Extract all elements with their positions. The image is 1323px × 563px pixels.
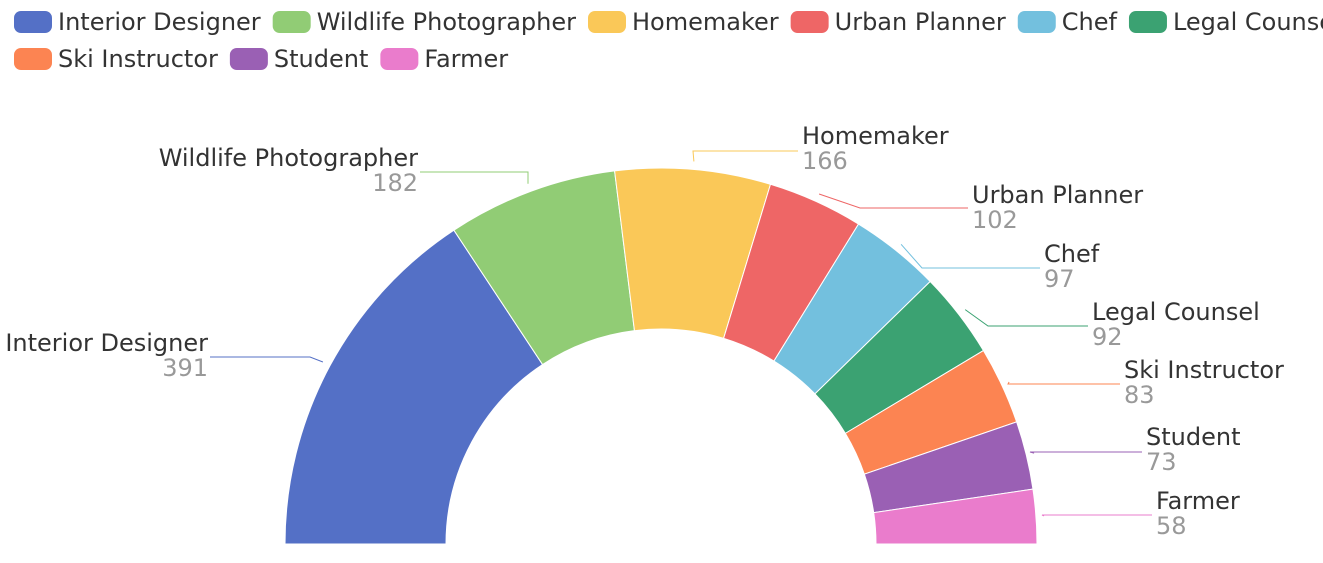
legend-item-chef[interactable]: Chef bbox=[1017, 8, 1118, 36]
slice-name-label: Interior Designer bbox=[5, 329, 208, 357]
slice-name-label: Student bbox=[1146, 423, 1240, 451]
legend-item-ski-instructor[interactable]: Ski Instructor bbox=[14, 45, 218, 73]
slice-farmer[interactable] bbox=[873, 488, 1038, 545]
leader-line bbox=[692, 150, 798, 162]
legend-swatch bbox=[229, 48, 268, 70]
legend-label: Urban Planner bbox=[835, 8, 1006, 36]
legend-swatch bbox=[14, 48, 52, 70]
legend-swatch bbox=[1128, 11, 1167, 33]
slice-name-label: Urban Planner bbox=[972, 181, 1143, 209]
legend-item-farmer[interactable]: Farmer bbox=[380, 45, 508, 73]
slice-name-label: Farmer bbox=[1156, 487, 1240, 515]
slice-name-label: Homemaker bbox=[802, 122, 949, 150]
slice-name-label: Legal Counsel bbox=[1092, 298, 1260, 326]
legend-label: Farmer bbox=[424, 45, 508, 73]
legend-item-legal-counsel[interactable]: Legal Counsel bbox=[1128, 8, 1323, 36]
slice-interior-designer[interactable] bbox=[284, 229, 544, 545]
legend-swatch bbox=[14, 11, 52, 33]
slice-value-label: 102 bbox=[972, 206, 1018, 234]
legend-label: Chef bbox=[1062, 8, 1118, 36]
legend-swatch bbox=[790, 11, 829, 33]
leader-line bbox=[420, 171, 529, 184]
slice-value-label: 391 bbox=[162, 354, 208, 382]
slice-value-label: 58 bbox=[1156, 512, 1187, 540]
legend-item-urban-planner[interactable]: Urban Planner bbox=[790, 8, 1006, 36]
slice-value-label: 83 bbox=[1124, 381, 1155, 409]
pie-slices bbox=[284, 167, 1038, 545]
legend-label: Wildlife Photographer bbox=[317, 8, 576, 36]
leader-line bbox=[964, 309, 1088, 327]
slice-value-label: 92 bbox=[1092, 323, 1123, 351]
legend-swatch bbox=[1017, 11, 1056, 33]
leader-line bbox=[818, 193, 968, 209]
legend-item-wildlife-photographer[interactable]: Wildlife Photographer bbox=[272, 8, 576, 36]
legend-label: Homemaker bbox=[632, 8, 779, 36]
slice-name-label: Chef bbox=[1044, 240, 1100, 268]
slice-value-label: 182 bbox=[372, 169, 418, 197]
slice-value-label: 166 bbox=[802, 147, 848, 175]
leader-line bbox=[1007, 381, 1120, 385]
leader-line bbox=[900, 243, 1040, 269]
legend-swatch bbox=[272, 11, 311, 33]
slice-name-label: Wildlife Photographer bbox=[159, 144, 418, 172]
legend-swatch bbox=[588, 11, 626, 33]
legend-item-homemaker[interactable]: Homemaker bbox=[588, 8, 779, 36]
leader-line bbox=[1029, 451, 1142, 454]
legend-label: Interior Designer bbox=[58, 8, 261, 36]
legend-label: Legal Counsel bbox=[1173, 8, 1323, 36]
slice-value-label: 97 bbox=[1044, 265, 1075, 293]
legend-item-student[interactable]: Student bbox=[229, 45, 368, 73]
legend-label: Student bbox=[274, 45, 368, 73]
slice-name-label: Ski Instructor bbox=[1124, 356, 1284, 384]
legend-label: Ski Instructor bbox=[58, 45, 218, 73]
slice-value-label: 73 bbox=[1146, 448, 1177, 476]
legend-item-interior-designer[interactable]: Interior Designer bbox=[14, 8, 261, 36]
leader-line bbox=[1041, 514, 1152, 517]
legend: Interior Designer Wildlife Photographer Ho… bbox=[14, 8, 1323, 73]
leader-line bbox=[210, 356, 324, 363]
legend-swatch bbox=[380, 48, 419, 70]
